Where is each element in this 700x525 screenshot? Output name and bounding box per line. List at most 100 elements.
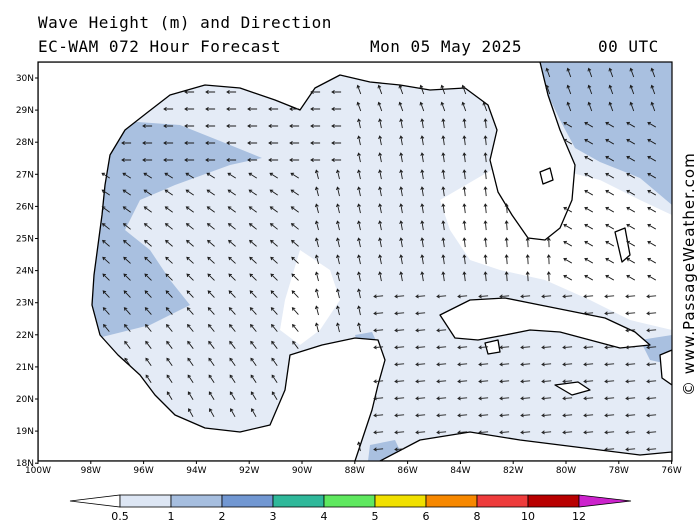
colorbar-label: 10 — [521, 510, 535, 523]
colorbar-label: 5 — [372, 510, 379, 523]
wave-arrow — [478, 396, 489, 401]
wave-arrow — [165, 307, 173, 315]
wave-arrow — [269, 189, 278, 196]
wave-arrow — [187, 408, 194, 418]
wave-arrow — [604, 379, 615, 384]
wave-arrow — [292, 340, 299, 349]
chart-title: Wave Height (m) and Direction — [38, 13, 332, 32]
colorbar-label: 4 — [321, 510, 328, 523]
wave-arrow — [647, 240, 657, 247]
wave-arrow — [164, 172, 174, 179]
wave-arrow — [357, 220, 361, 231]
wave-arrow — [336, 254, 340, 265]
lat-tick-label: 20N — [16, 395, 34, 405]
wave-arrow — [499, 362, 510, 367]
wave-arrow — [143, 206, 152, 213]
wave-arrow — [587, 101, 593, 112]
wave-arrow — [122, 172, 132, 179]
wave-arrow — [584, 223, 594, 230]
wave-arrow — [184, 124, 195, 128]
wave-arrow — [646, 362, 657, 367]
wave-arrow — [625, 379, 636, 384]
wave-arrow — [462, 237, 467, 248]
colorbar-swatch — [170, 494, 223, 508]
lon-tick-label: 78W — [609, 466, 629, 476]
wave-arrow — [563, 240, 573, 247]
wave-arrow — [441, 135, 446, 146]
wave-arrow — [605, 138, 615, 145]
wave-arrow — [625, 447, 636, 452]
wave-arrow — [647, 257, 657, 264]
wave-arrow — [250, 408, 257, 418]
wave-arrow — [436, 379, 447, 384]
wave-arrow — [604, 362, 615, 367]
colorbar-swatch — [476, 494, 529, 508]
wave-arrow — [504, 237, 509, 248]
wave-arrow — [646, 447, 657, 452]
wave-arrow — [123, 307, 131, 315]
wave-arrow — [164, 206, 173, 213]
wave-arrow — [331, 107, 342, 111]
wave-arrow — [462, 169, 467, 180]
wave-arrow — [331, 158, 342, 162]
wave-arrow — [436, 294, 447, 299]
wave-arrow — [184, 141, 195, 145]
wave-arrow — [228, 307, 236, 315]
wave-arrow — [457, 430, 468, 435]
lat-tick-label: 19N — [16, 427, 34, 437]
wave-arrow — [165, 273, 173, 281]
wave-arrow — [310, 158, 321, 162]
wave-arrow — [584, 189, 594, 196]
wave-arrow — [415, 294, 426, 299]
wave-arrow — [563, 257, 573, 264]
colorbar-label: 8 — [474, 510, 481, 523]
wave-arrow — [206, 189, 215, 196]
wave-arrow — [646, 396, 657, 401]
wave-arrow — [357, 322, 361, 333]
wave-arrow — [608, 84, 614, 95]
colorbar-swatch — [221, 494, 274, 508]
wave-arrow — [583, 311, 594, 316]
wave-arrow — [483, 237, 488, 248]
wave-arrow — [206, 172, 216, 179]
colorbar-label: 0.5 — [111, 510, 129, 523]
wave-arrow — [420, 118, 425, 129]
wave-arrow — [229, 374, 236, 384]
wave-arrow — [584, 206, 594, 213]
wave-arrow — [562, 379, 573, 384]
wave-arrow — [483, 169, 488, 180]
wave-arrow — [563, 206, 573, 213]
wave-arrow — [357, 288, 361, 299]
wave-arrow — [625, 294, 636, 299]
wave-arrow — [373, 430, 384, 435]
wave-arrow — [314, 186, 319, 197]
forecast-model-label: EC-WAM 072 Hour Forecast — [38, 37, 282, 56]
wave-arrow — [625, 396, 636, 401]
wave-arrow — [101, 189, 110, 196]
wave-arrow — [457, 362, 468, 367]
wave-arrow — [226, 124, 237, 128]
wave-arrow — [420, 135, 425, 146]
lat-tick-label: 27N — [16, 170, 34, 180]
map-area — [38, 62, 672, 461]
wave-arrow — [124, 340, 131, 349]
wave-arrow — [604, 294, 615, 299]
lon-tick-label: 92W — [239, 466, 259, 476]
wave-arrow — [336, 288, 340, 299]
wave-zone-atlantic — [540, 62, 672, 205]
wave-arrow — [205, 107, 216, 111]
wave-arrow — [122, 206, 131, 213]
wave-arrow — [441, 169, 446, 180]
longitude-axis: 100W 98W 96W 94W 92W 90W 88W 86W 84W 82W 80W 78W 76W — [25, 461, 682, 476]
wave-arrow — [583, 294, 594, 299]
wave-arrow — [541, 396, 552, 401]
wave-arrow — [626, 206, 636, 213]
wave-arrow — [504, 203, 509, 214]
wave-arrow — [441, 271, 446, 282]
wave-arrow — [378, 237, 383, 248]
wave-arrow — [462, 254, 467, 265]
wave-arrow — [415, 328, 426, 333]
wave-arrow — [482, 101, 488, 112]
wave-arrow — [462, 152, 467, 163]
wave-arrow — [144, 273, 152, 281]
